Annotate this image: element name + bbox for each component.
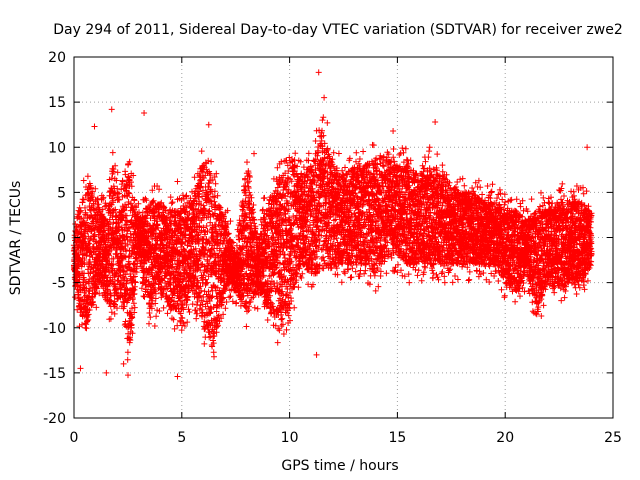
y-tick-label: 5 [57,185,66,201]
data-point [558,297,565,304]
data-point [174,178,181,185]
x-tick-label: 20 [496,430,514,446]
data-point [441,279,448,286]
x-tick-label: 5 [177,430,186,446]
data-point [77,365,84,372]
y-tick-label: 0 [57,231,66,247]
y-tick-label: -15 [43,366,66,382]
y-tick-label: -20 [43,411,66,427]
data-point [406,279,413,286]
data-point [324,119,331,126]
data-point [141,109,148,116]
x-tick-label: 10 [281,430,299,446]
x-tick-label: 15 [388,430,406,446]
data-point [432,118,439,125]
chart-title: Day 294 of 2011, Sidereal Day-to-day VTE… [53,22,623,38]
y-tick-label: -5 [52,276,66,292]
data-point [151,322,158,329]
data-point [584,144,591,151]
data-point [120,360,127,367]
data-point [108,106,115,113]
data-point [174,373,181,380]
data-point [251,150,258,157]
y-axis-label: SDTVAR / TECUs [8,181,24,296]
y-tick-label: 20 [48,50,66,66]
data-point [91,123,98,130]
y-tick-label: 15 [48,95,66,111]
data-points [70,69,595,380]
y-tick-label: -10 [43,321,66,337]
data-point [321,94,328,101]
y-tick-label: 10 [48,140,66,156]
data-point [205,121,212,128]
x-tick-label: 0 [70,430,79,446]
data-point [390,128,397,135]
x-tick-label: 25 [604,430,622,446]
data-point [103,369,110,376]
data-point [313,351,320,358]
data-point [315,69,322,76]
x-axis-label: GPS time / hours [281,458,398,474]
